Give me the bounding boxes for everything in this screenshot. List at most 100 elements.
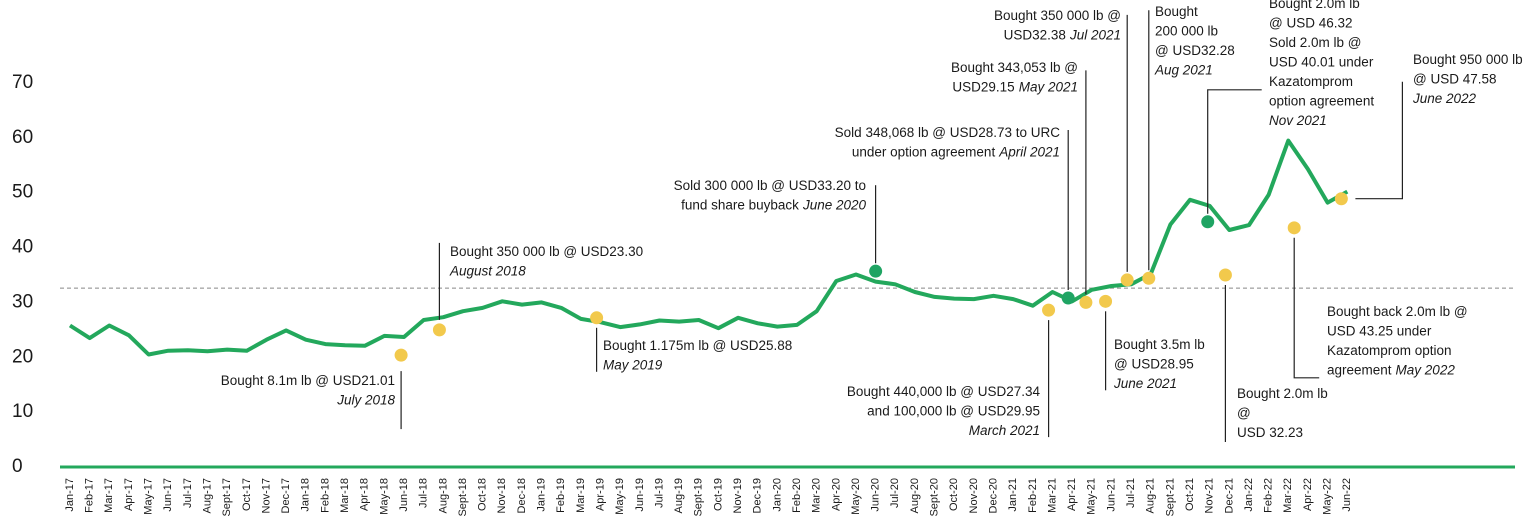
x-tick-label: Nov-18: [496, 478, 508, 513]
trade-dot: [1287, 221, 1301, 235]
price-line: [68, 138, 1349, 357]
annotation-line: @ USD 46.32: [1269, 16, 1353, 31]
annotation-text: USD 43.25 under: [1327, 324, 1432, 339]
x-tick-label: Jan-22: [1243, 478, 1255, 512]
x-tick-label: Jul-17: [182, 478, 194, 508]
annotation-text: March 2021: [969, 423, 1040, 438]
annotation-text: Bought: [1155, 4, 1198, 19]
annotation-line: Kazatomprom option: [1327, 343, 1452, 358]
x-tick-label: Nov-20: [968, 478, 980, 513]
trade-dot: [1099, 294, 1113, 308]
x-tick-label: Jan-21: [1007, 478, 1019, 512]
x-tick-label: May-17: [143, 478, 155, 515]
annotation-line: @ USD32.28: [1155, 43, 1235, 58]
annotation-text: @ USD 47.58: [1413, 72, 1497, 87]
x-tick-label: Sept-17: [221, 478, 233, 517]
x-tick-label: Jul-19: [653, 478, 665, 508]
annotation-date: May 2021: [1019, 80, 1078, 95]
annotation-line: Bought 2.0m lb: [1269, 0, 1360, 11]
x-tick-label: May-20: [850, 478, 862, 515]
x-tick-label: Feb-19: [555, 478, 567, 513]
x-tick-label: Aug-20: [909, 478, 921, 513]
annotation-text: 200 000 lb: [1155, 24, 1218, 39]
annotation-line: Bought 350 000 lb @: [994, 8, 1121, 23]
annotation-line: Bought 343,053 lb @: [951, 60, 1078, 75]
leader-line: [1207, 89, 1262, 214]
annotation-text: and 100,000 lb @ USD29.95: [867, 404, 1040, 419]
x-tick-label: Jun-19: [634, 478, 646, 512]
trade-dot: [1218, 268, 1232, 282]
annotation-text: option agreement: [1269, 94, 1374, 109]
annotation-line: option agreement: [1269, 94, 1374, 109]
x-tick-label: May-19: [614, 478, 626, 515]
annotation-line: Bought 8.1m lb @ USD21.01: [221, 373, 395, 388]
x-tick-label: Oct-19: [712, 478, 724, 511]
annotation-line: Bought 2.0m lb: [1237, 386, 1328, 401]
annotation-line: Sold 348,068 lb @ USD28.73 to URC: [835, 125, 1061, 140]
annotation-line: @ USD 47.58: [1413, 72, 1497, 87]
annotation-line: Bought back 2.0m lb @: [1327, 304, 1468, 319]
y-tick-label: 70: [12, 72, 33, 93]
annotation-date: Aug 2021: [1154, 63, 1213, 78]
x-tick-label: Oct-21: [1184, 478, 1196, 511]
annotation-line: Bought 950 000 lb: [1413, 52, 1523, 67]
annotation-text: July 2018: [336, 393, 395, 408]
annotation-text: under option agreement April 2021: [852, 145, 1060, 160]
annotation-line: USD 40.01 under: [1269, 55, 1374, 70]
x-tick-label: Mar-21: [1046, 478, 1058, 513]
annotation-text: Bought 350 000 lb @ USD23.30: [450, 244, 643, 259]
x-tick-label: Jun-17: [162, 478, 174, 512]
annotation-date: June 2022: [1412, 91, 1477, 106]
trade-dot: [394, 348, 408, 362]
annotation-text: August 2018: [449, 264, 526, 279]
x-tick-label: Apr-18: [359, 478, 371, 511]
annotation-text: June 2022: [1412, 91, 1477, 106]
trade-dot: [869, 264, 883, 278]
y-tick-label: 10: [12, 401, 33, 422]
x-tick-label: Oct-20: [948, 478, 960, 511]
trade-dot: [1061, 291, 1075, 305]
x-tick-label: Dec-17: [280, 478, 292, 513]
annotation-line: USD29.15: [952, 80, 1014, 95]
x-tick-label: Sept-20: [929, 478, 941, 517]
x-tick-label: Jun-18: [398, 478, 410, 512]
annotation-date: June 2021: [1113, 376, 1177, 391]
x-tick-label: Mar-22: [1282, 478, 1294, 513]
annotation-line: Kazatomprom: [1269, 74, 1353, 89]
annotation-text: Kazatomprom: [1269, 74, 1353, 89]
y-tick-label: 30: [12, 291, 33, 312]
x-tick-label: Feb-20: [791, 478, 803, 513]
annotation-text: Bought 2.0m lb: [1269, 0, 1360, 11]
annotation-date: June 2020: [802, 198, 867, 213]
x-tick-label: Dec-19: [752, 478, 764, 513]
annotation-text: May 2019: [603, 358, 663, 373]
annotation-line: and 100,000 lb @ USD29.95: [867, 404, 1040, 419]
annotation-line: Sold 300 000 lb @ USD33.20 to: [674, 178, 866, 193]
x-tick-label: Nov-21: [1204, 478, 1216, 513]
annotation-line: USD 43.25 under: [1327, 324, 1432, 339]
x-tick-label: Feb-22: [1263, 478, 1275, 513]
x-tick-label: Apr-20: [830, 478, 842, 511]
y-tick-label: 50: [12, 182, 33, 203]
x-tick-label: Jan-17: [64, 478, 76, 512]
annotation-text: USD29.15 May 2021: [952, 80, 1078, 95]
y-tick-label: 0: [12, 456, 23, 477]
annotation-date: Nov 2021: [1269, 113, 1327, 128]
annotation-line: Bought: [1155, 4, 1198, 19]
x-tick-label: Jul-21: [1125, 478, 1137, 508]
annotation-text: USD 40.01 under: [1269, 55, 1374, 70]
x-tick-label: Apr-19: [594, 478, 606, 511]
x-tick-label: Dec-20: [987, 478, 999, 513]
annotation-line: @ USD28.95: [1114, 357, 1194, 372]
annotation-line: 200 000 lb: [1155, 24, 1218, 39]
annotation-text: Sold 348,068 lb @ USD28.73 to URC: [835, 125, 1061, 140]
x-tick-label: Oct-17: [241, 478, 253, 511]
trade-dot: [1334, 192, 1348, 206]
annotation-line: Bought 3.5m lb: [1114, 337, 1205, 352]
annotation-date: March 2021: [969, 423, 1040, 438]
trade-dot: [1120, 273, 1134, 287]
annotation-date: July 2018: [336, 393, 395, 408]
annotation-text: Nov 2021: [1269, 113, 1327, 128]
annotation-line: fund share buyback: [681, 198, 799, 213]
annotation-text: @: [1237, 406, 1251, 421]
